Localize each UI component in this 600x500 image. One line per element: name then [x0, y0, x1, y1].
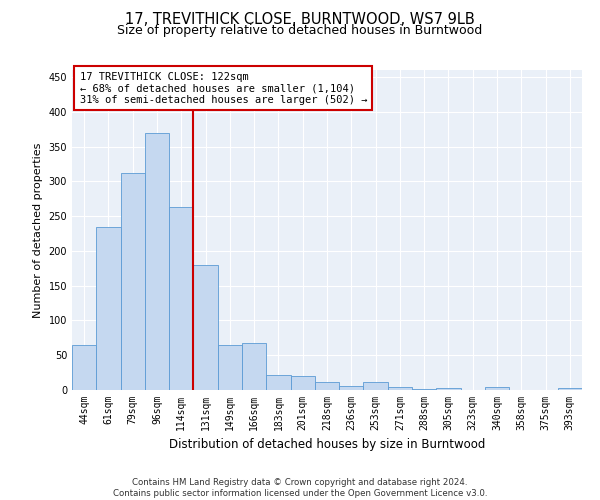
Text: Contains HM Land Registry data © Crown copyright and database right 2024.
Contai: Contains HM Land Registry data © Crown c…: [113, 478, 487, 498]
Bar: [339, 386, 364, 390]
Bar: [412, 388, 436, 390]
Bar: [436, 388, 461, 390]
Y-axis label: Number of detached properties: Number of detached properties: [33, 142, 43, 318]
Bar: [145, 132, 169, 390]
Bar: [364, 382, 388, 390]
Text: Size of property relative to detached houses in Burntwood: Size of property relative to detached ho…: [118, 24, 482, 37]
Bar: [558, 388, 582, 390]
X-axis label: Distribution of detached houses by size in Burntwood: Distribution of detached houses by size …: [169, 438, 485, 452]
Bar: [72, 345, 96, 390]
Bar: [193, 265, 218, 390]
Bar: [218, 345, 242, 390]
Bar: [266, 374, 290, 390]
Bar: [388, 387, 412, 390]
Bar: [242, 342, 266, 390]
Bar: [315, 382, 339, 390]
Bar: [485, 387, 509, 390]
Text: 17 TREVITHICK CLOSE: 122sqm
← 68% of detached houses are smaller (1,104)
31% of : 17 TREVITHICK CLOSE: 122sqm ← 68% of det…: [80, 72, 367, 105]
Bar: [290, 376, 315, 390]
Bar: [96, 226, 121, 390]
Bar: [121, 173, 145, 390]
Text: 17, TREVITHICK CLOSE, BURNTWOOD, WS7 9LB: 17, TREVITHICK CLOSE, BURNTWOOD, WS7 9LB: [125, 12, 475, 28]
Bar: [169, 207, 193, 390]
